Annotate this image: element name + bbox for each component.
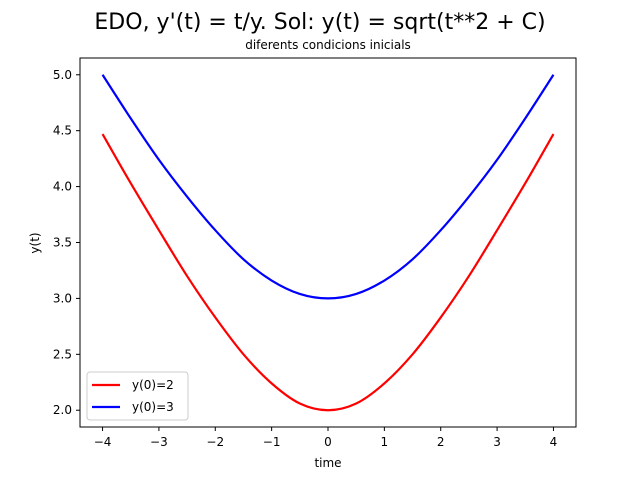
x-tick-label: 4 — [550, 435, 558, 449]
y-tick-label: 3.5 — [53, 236, 72, 250]
axis-ticks: −4 −3 −2 −1 0 1 2 3 4 2.0 2.5 3.0 3.5 4.0 4.5 5.0 — [53, 68, 557, 449]
x-tick-label: 3 — [493, 435, 501, 449]
x-tick-label: 2 — [437, 435, 445, 449]
plot-area — [101, 74, 555, 412]
x-tick-label: 1 — [381, 435, 389, 449]
y-tick-label: 4.0 — [53, 180, 72, 194]
x-axis-label: time — [314, 456, 341, 470]
y-tick-label: 2.5 — [53, 347, 72, 361]
chart-subtitle: diferents condicions inicials — [245, 38, 411, 52]
y-tick-label: 3.0 — [53, 291, 72, 305]
chart-title: EDO, y'(t) = t/y. Sol: y(t) = sqrt(t**2 … — [94, 10, 545, 35]
x-tick-label: −3 — [150, 435, 168, 449]
series-line-1 — [101, 133, 555, 412]
series-line-2 — [101, 74, 555, 300]
x-tick-label: −4 — [94, 435, 112, 449]
legend: y(0)=2 y(0)=3 — [86, 371, 189, 421]
x-tick-label: 0 — [324, 435, 332, 449]
x-tick-label: −2 — [206, 435, 224, 449]
legend-label-2: y(0)=3 — [132, 400, 174, 414]
legend-label-1: y(0)=2 — [132, 378, 174, 392]
x-tick-label: −1 — [263, 435, 281, 449]
y-tick-label: 2.0 — [53, 403, 72, 417]
y-axis-label: y(t) — [28, 232, 42, 253]
y-tick-label: 4.5 — [53, 124, 72, 138]
y-tick-label: 5.0 — [53, 68, 72, 82]
